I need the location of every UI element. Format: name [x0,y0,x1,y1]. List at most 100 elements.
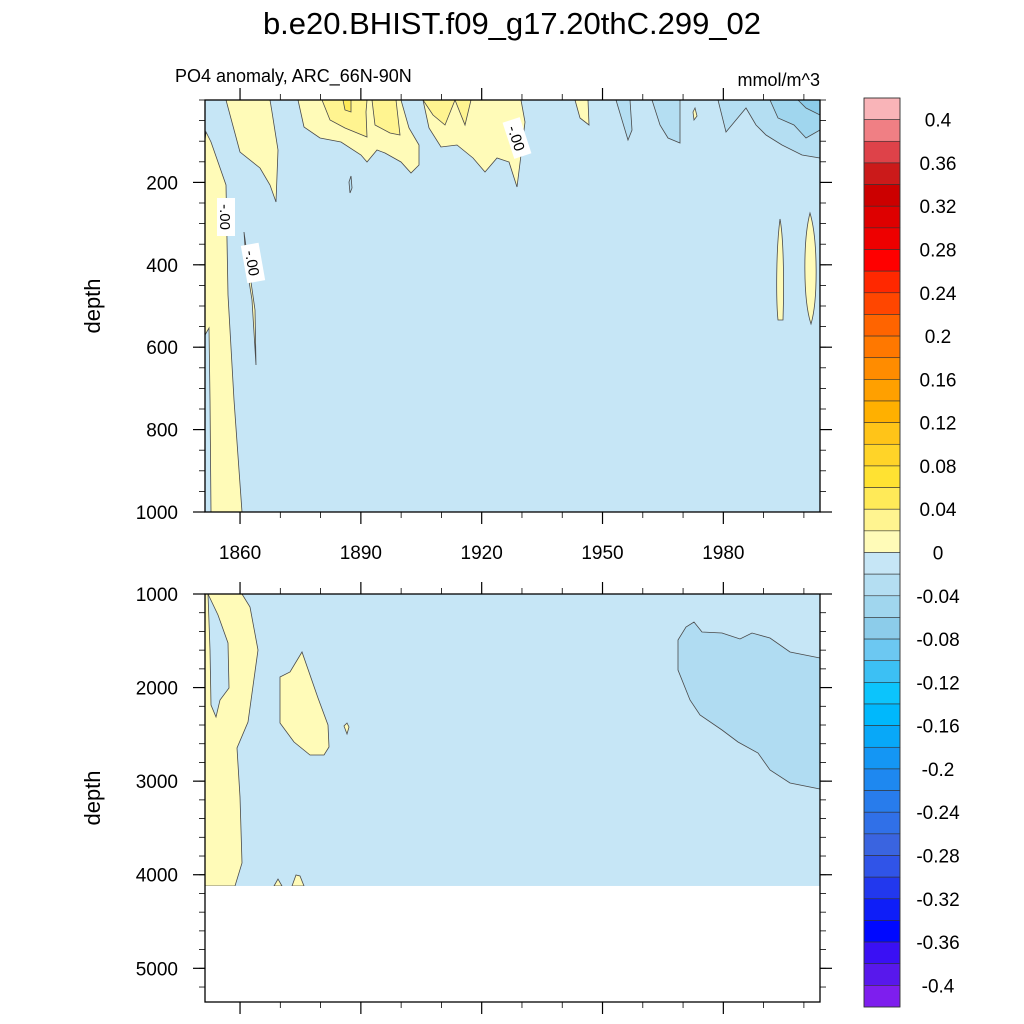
colorbar-label: 0.12 [920,414,957,435]
colorbar-box [863,790,901,813]
chart-title: b.e20.BHIST.f09_g17.20thC.299_02 [263,6,761,41]
colorbar-label: 0.04 [920,500,957,521]
x-tick-label: 1950 [581,543,623,564]
y-tick-label: 4000 [136,866,178,887]
colorbar-label: 0.24 [920,284,957,305]
colorbar-box [863,357,901,380]
x-tick-label: 1860 [219,543,261,564]
svg-text:-.00: -.00 [241,249,262,277]
colorbar-box [863,205,901,229]
colorbar-box [863,487,901,510]
y-axis-label-lower: depth [80,770,105,825]
x-tick-label: 1920 [461,543,503,564]
colorbar-box [863,400,901,423]
colorbar-box [863,184,901,207]
colorbar-box [863,876,901,900]
colorbar-box [863,725,901,748]
colorbar-label: -0.36 [916,933,959,954]
contour-fill-positive [692,106,698,122]
colorbar-label: 0 [933,544,944,565]
colorbar-box [863,422,901,445]
contour-fill-positive [279,651,330,756]
colorbar-box [863,119,901,142]
y-axis-label-upper: depth [80,278,105,333]
contour-fill-positive [776,218,784,321]
colorbar-box [863,508,901,532]
colorbar-label: -0.08 [916,630,959,651]
colorbar-box [863,162,901,185]
left-subtitle: PO4 anomaly, ARC_66N-90N [175,66,412,87]
contour-line-label: -.00 [216,198,235,236]
colorbar-label: 0.4 [925,111,952,132]
colorbar-label: 0.08 [920,457,957,478]
colorbar-box [863,227,901,250]
colorbar-label: -0.2 [922,760,955,781]
colorbar-box [863,292,901,315]
colorbar-box [863,660,901,683]
y-tick-label: 600 [146,338,178,359]
colorbar-box [863,811,901,835]
svg-text:-.00: -.00 [216,204,233,230]
units-label: mmol/m^3 [738,70,820,90]
colorbar-box [863,963,901,986]
upper-panel-contours: -.00 -.00 -.00 [204,99,821,513]
contour-fill-positive [804,211,817,326]
contour-fill-negative [207,593,230,719]
colorbar-label: 0.16 [920,370,957,391]
colorbar-box [863,379,901,402]
colorbar-label: -0.12 [916,673,959,694]
colorbar-box [863,833,901,856]
colorbar-box [863,941,901,965]
missing-data-region [205,885,820,1002]
colorbar-label: -0.04 [916,587,960,608]
colorbar-label: -0.28 [916,847,959,868]
colorbar-box [863,314,901,337]
plot-frame [204,593,821,1003]
colorbar-box [863,552,901,575]
y-tick-label: 2000 [136,679,178,700]
colorbar-box [863,573,901,597]
colorbar-box [863,703,901,726]
colorbar-box [863,920,901,943]
y-tick-label: 400 [146,256,178,277]
contour-fill-positive [422,99,526,188]
y-tick-label: 800 [146,421,178,442]
contour-fill-positive [343,722,350,736]
colorbar-label: 0.36 [920,154,957,175]
y-tick-label: 200 [146,173,178,194]
x-tick-label: 1890 [340,543,382,564]
colorbar-box [863,270,901,294]
colorbar-box [863,898,901,921]
colorbar-box [863,638,901,662]
colorbar-box [863,140,901,164]
contour-fill-negative [677,621,821,790]
colorbar-box [863,855,901,878]
colorbar-box [863,97,901,120]
colorbar: 0.4 0.36 0.32 0.28 0.24 0.2 0.16 0.12 0.08 0.04 0 -… [863,97,960,1008]
y-tick-label: 1000 [136,585,178,606]
colorbar-label: 0.28 [920,241,957,262]
x-tick-label: 1980 [702,543,744,564]
colorbar-box [863,443,901,467]
contour-fill-negative [348,175,353,194]
colorbar-label: 0.32 [920,197,957,218]
colorbar-box [863,335,901,359]
colorbar-label: -0.4 [922,976,955,997]
colorbar-label: -0.16 [916,717,959,738]
contour-line-label: -.00 [240,242,266,284]
colorbar-box [863,595,901,618]
colorbar-box [863,249,901,272]
colorbar-label: 0.2 [925,327,951,348]
colorbar-box [863,985,901,1008]
colorbar-box [863,617,901,640]
colorbar-box [863,465,901,488]
colorbar-frame [863,97,901,1008]
colorbar-label: -0.32 [916,890,959,911]
lower-panel-contours [204,593,821,887]
colorbar-box [863,530,901,553]
colorbar-box [863,746,901,770]
contour-fill-positive [225,99,279,203]
y-tick-label: 3000 [136,772,178,793]
y-tick-label: 1000 [136,503,178,524]
